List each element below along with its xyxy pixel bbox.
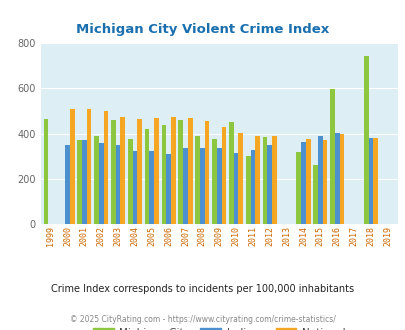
Bar [137, 119, 142, 224]
Bar [166, 154, 171, 224]
Bar [313, 165, 317, 224]
Bar [368, 138, 372, 224]
Bar [99, 144, 103, 224]
Bar [216, 148, 221, 224]
Bar [82, 141, 87, 224]
Bar [87, 109, 91, 224]
Bar [154, 118, 158, 224]
Bar [363, 56, 368, 224]
Bar [339, 134, 343, 224]
Bar [317, 136, 322, 224]
Bar [204, 121, 209, 224]
Bar [171, 117, 175, 224]
Bar [115, 145, 120, 224]
Bar [103, 112, 108, 224]
Bar [329, 89, 334, 224]
Bar [161, 125, 166, 224]
Bar [238, 133, 243, 224]
Bar [301, 142, 305, 224]
Bar [188, 118, 192, 224]
Bar [70, 109, 75, 224]
Text: © 2025 CityRating.com - https://www.cityrating.com/crime-statistics/: © 2025 CityRating.com - https://www.city… [70, 315, 335, 324]
Bar [255, 136, 259, 224]
Bar [65, 145, 70, 224]
Bar [250, 149, 255, 224]
Bar [77, 141, 82, 224]
Bar [262, 137, 267, 224]
Bar [221, 127, 226, 224]
Bar [212, 139, 216, 224]
Bar [233, 153, 238, 224]
Bar [128, 139, 132, 224]
Text: Michigan City Violent Crime Index: Michigan City Violent Crime Index [76, 23, 329, 36]
Bar [334, 133, 339, 224]
Bar [322, 140, 326, 224]
Bar [149, 151, 154, 224]
Bar [245, 156, 250, 224]
Bar [195, 136, 200, 224]
Legend: Michigan City, Indiana, National: Michigan City, Indiana, National [89, 324, 349, 330]
Bar [228, 122, 233, 224]
Bar [120, 117, 125, 224]
Bar [296, 152, 301, 224]
Bar [43, 119, 48, 224]
Bar [305, 139, 310, 224]
Bar [183, 148, 188, 224]
Bar [178, 120, 183, 224]
Bar [271, 136, 276, 224]
Bar [145, 129, 149, 224]
Bar [372, 138, 377, 224]
Bar [132, 151, 137, 224]
Text: Crime Index corresponds to incidents per 100,000 inhabitants: Crime Index corresponds to incidents per… [51, 284, 354, 294]
Bar [111, 120, 115, 224]
Bar [200, 148, 204, 224]
Bar [94, 136, 99, 224]
Bar [267, 146, 271, 224]
